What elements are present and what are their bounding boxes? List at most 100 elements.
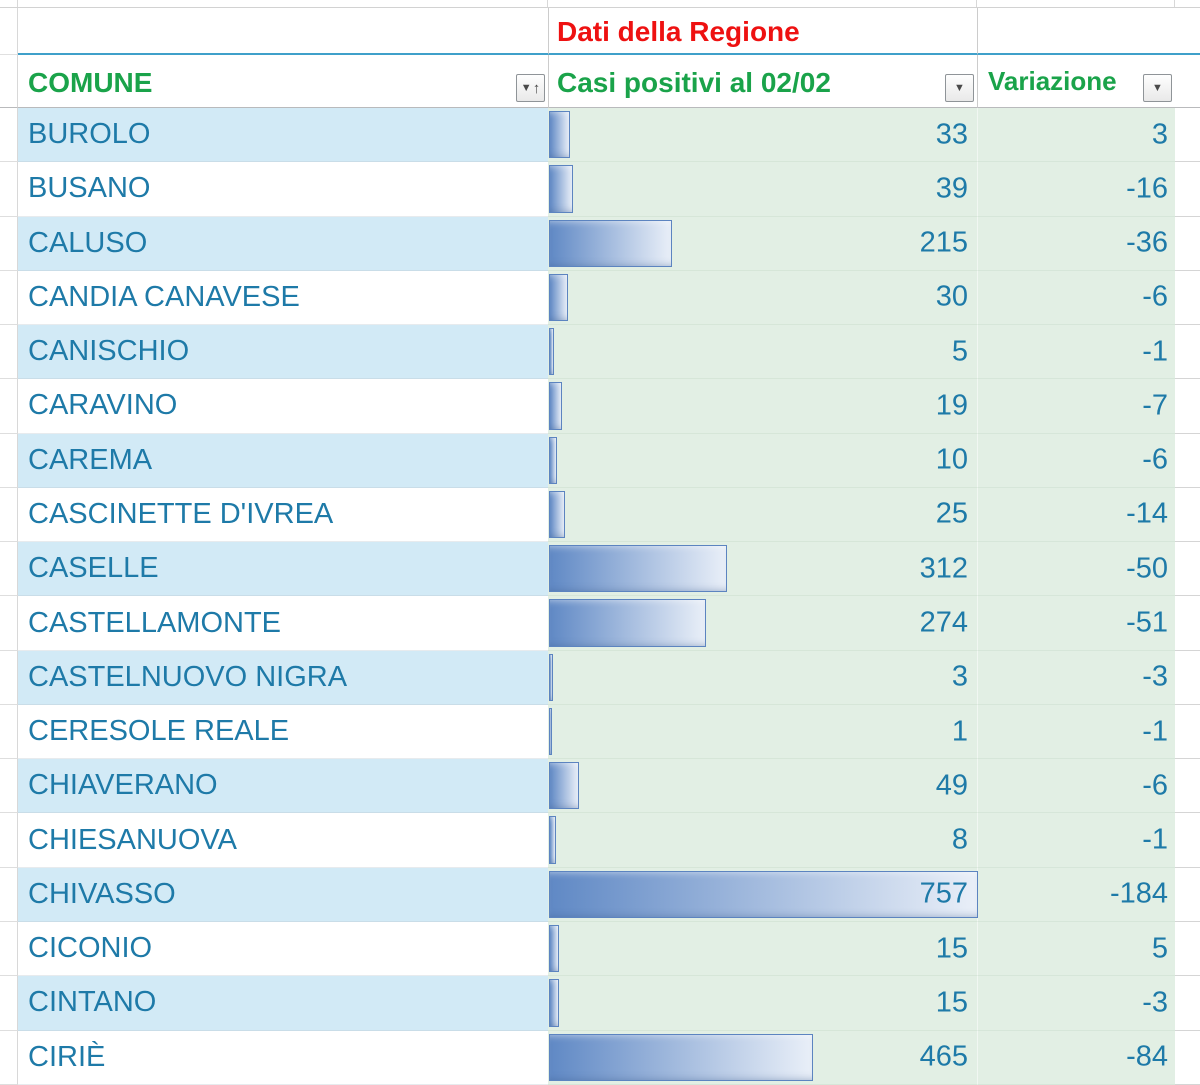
row-margin-cell[interactable] (1175, 759, 1200, 814)
variazione-cell[interactable]: 5 (977, 921, 1175, 977)
casi-cell[interactable]: 30 (548, 270, 977, 326)
margin-cell[interactable] (0, 55, 18, 108)
row-margin-cell[interactable] (1175, 487, 1200, 543)
casi-header-cell[interactable]: Casi positivi al 02/02 ▼ (548, 55, 977, 108)
comune-header-cell[interactable]: COMUNE ▼ ↑ (18, 55, 548, 108)
casi-cell[interactable]: 5 (548, 325, 977, 380)
row-margin-cell[interactable] (1175, 433, 1200, 488)
row-margin-cell[interactable] (0, 759, 18, 814)
row-margin-cell[interactable] (0, 650, 18, 705)
row-margin-cell[interactable] (0, 867, 18, 922)
comune-cell[interactable]: CASTELLAMONTE (18, 596, 548, 651)
row-margin-cell[interactable] (1175, 379, 1200, 434)
row-margin-cell[interactable] (0, 216, 18, 271)
casi-cell[interactable]: 3 (548, 650, 977, 705)
variazione-cell[interactable]: -1 (977, 813, 1175, 868)
variazione-cell[interactable]: -50 (977, 542, 1175, 597)
casi-cell[interactable]: 8 (548, 813, 977, 868)
row-margin-cell[interactable] (0, 921, 18, 977)
casi-cell[interactable]: 215 (548, 216, 977, 271)
variazione-cell[interactable]: -3 (977, 650, 1175, 705)
row-margin-cell[interactable] (0, 433, 18, 488)
row-margin-cell[interactable] (0, 1030, 18, 1085)
row-margin-cell[interactable] (0, 976, 18, 1031)
row-margin-cell[interactable] (1175, 270, 1200, 326)
comune-cell[interactable]: BUSANO (18, 162, 548, 217)
filter-dropdown-icon[interactable]: ▼ (1143, 74, 1172, 102)
filter-dropdown-icon[interactable]: ▼ (945, 74, 974, 102)
variazione-cell[interactable]: -3 (977, 976, 1175, 1031)
margin-cell[interactable] (0, 8, 18, 55)
variazione-cell[interactable]: -36 (977, 216, 1175, 271)
row-margin-cell[interactable] (1175, 325, 1200, 380)
comune-cell[interactable]: CALUSO (18, 216, 548, 271)
row-margin-cell[interactable] (1175, 976, 1200, 1031)
variazione-cell[interactable]: -184 (977, 867, 1175, 922)
row-margin-cell[interactable] (1175, 867, 1200, 922)
variazione-cell[interactable]: -7 (977, 379, 1175, 434)
comune-cell[interactable]: CHIESANUOVA (18, 813, 548, 868)
row-margin-cell[interactable] (0, 813, 18, 868)
casi-cell[interactable]: 312 (548, 542, 977, 597)
casi-cell[interactable]: 15 (548, 976, 977, 1031)
comune-cell[interactable]: CHIVASSO (18, 867, 548, 922)
variazione-cell[interactable]: -16 (977, 162, 1175, 217)
comune-cell[interactable]: CERESOLE REALE (18, 704, 548, 760)
row-margin-cell[interactable] (1175, 162, 1200, 217)
comune-cell[interactable]: CASCINETTE D'IVREA (18, 487, 548, 543)
row-margin-cell[interactable] (1175, 704, 1200, 760)
comune-cell[interactable]: CICONIO (18, 921, 548, 977)
casi-cell[interactable]: 19 (548, 379, 977, 434)
variazione-cell[interactable]: -1 (977, 704, 1175, 760)
casi-cell[interactable]: 25 (548, 487, 977, 543)
empty-title-cell[interactable] (18, 8, 548, 55)
casi-cell[interactable]: 15 (548, 921, 977, 977)
comune-cell[interactable]: CARAVINO (18, 379, 548, 434)
row-margin-cell[interactable] (0, 596, 18, 651)
casi-cell[interactable]: 1 (548, 704, 977, 760)
row-margin-cell[interactable] (0, 325, 18, 380)
casi-cell[interactable]: 10 (548, 433, 977, 488)
row-margin-cell[interactable] (1175, 108, 1200, 163)
row-margin-cell[interactable] (0, 108, 18, 163)
variazione-cell[interactable]: -84 (977, 1030, 1175, 1085)
casi-cell[interactable]: 49 (548, 759, 977, 814)
variazione-cell[interactable]: -6 (977, 759, 1175, 814)
region-title-cell[interactable]: Dati della Regione (548, 8, 977, 55)
comune-cell[interactable]: CHIAVERANO (18, 759, 548, 814)
row-margin-cell[interactable] (0, 487, 18, 543)
comune-cell[interactable]: CINTANO (18, 976, 548, 1031)
variazione-cell[interactable]: -14 (977, 487, 1175, 543)
row-margin-cell[interactable] (1175, 542, 1200, 597)
casi-cell[interactable]: 39 (548, 162, 977, 217)
comune-cell[interactable]: BUROLO (18, 108, 548, 163)
margin-cell[interactable] (1175, 8, 1200, 55)
row-margin-cell[interactable] (1175, 216, 1200, 271)
variazione-cell[interactable]: 3 (977, 108, 1175, 163)
comune-cell[interactable]: CANDIA CANAVESE (18, 270, 548, 326)
comune-cell[interactable]: CASTELNUOVO NIGRA (18, 650, 548, 705)
row-margin-cell[interactable] (0, 270, 18, 326)
variazione-cell[interactable]: -6 (977, 433, 1175, 488)
row-margin-cell[interactable] (1175, 813, 1200, 868)
variazione-cell[interactable]: -6 (977, 270, 1175, 326)
variazione-cell[interactable]: -51 (977, 596, 1175, 651)
row-margin-cell[interactable] (0, 704, 18, 760)
empty-title-cell[interactable] (977, 8, 1175, 55)
comune-cell[interactable]: CAREMA (18, 433, 548, 488)
row-margin-cell[interactable] (1175, 921, 1200, 977)
casi-cell[interactable]: 274 (548, 596, 977, 651)
comune-cell[interactable]: CASELLE (18, 542, 548, 597)
row-margin-cell[interactable] (1175, 1030, 1200, 1085)
row-margin-cell[interactable] (1175, 596, 1200, 651)
row-margin-cell[interactable] (1175, 650, 1200, 705)
row-margin-cell[interactable] (0, 379, 18, 434)
casi-cell[interactable]: 33 (548, 108, 977, 163)
margin-cell[interactable] (1175, 55, 1200, 108)
comune-cell[interactable]: CIRIÈ (18, 1030, 548, 1085)
variazione-cell[interactable]: -1 (977, 325, 1175, 380)
comune-cell[interactable]: CANISCHIO (18, 325, 548, 380)
sort-ascending-filter-icon[interactable]: ▼ ↑ (516, 74, 545, 102)
variazione-header-cell[interactable]: Variazione ▼ (977, 55, 1175, 108)
row-margin-cell[interactable] (0, 542, 18, 597)
